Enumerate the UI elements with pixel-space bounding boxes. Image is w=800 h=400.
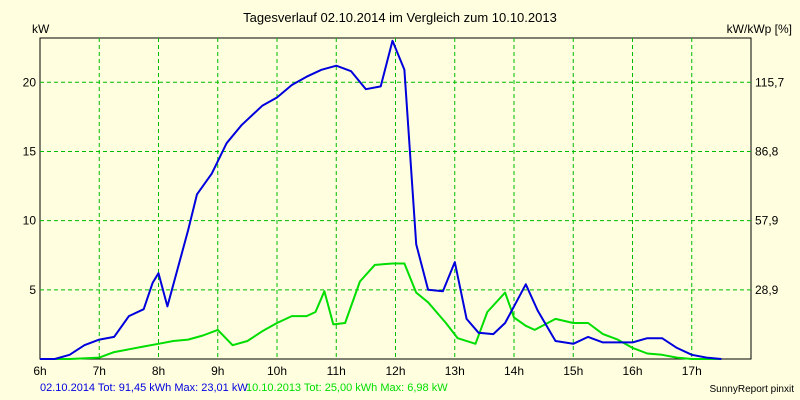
footer-series-2: 10.10.2013 Tot: 25,00 kWh Max: 6,98 kW xyxy=(246,382,448,394)
credit-label: SunnyReport pinxit xyxy=(709,384,795,395)
y-axis-right-label: kW/kWp [%] xyxy=(726,22,792,36)
x-tick-label: 6h xyxy=(33,364,46,378)
y-tick-label-right: 57,9 xyxy=(755,214,779,228)
y-tick-label-right: 28,9 xyxy=(755,283,779,297)
x-tick-label: 12h xyxy=(385,364,405,378)
x-tick-label: 15h xyxy=(563,364,583,378)
x-tick-label: 11h xyxy=(327,364,346,378)
y-tick-label-left: 20 xyxy=(23,75,37,89)
y-tick-label-left: 5 xyxy=(29,283,36,297)
plot-background xyxy=(39,37,752,360)
y-axis-left-label: kW xyxy=(32,22,50,36)
x-tick-label: 7h xyxy=(93,364,106,378)
x-tick-label: 10h xyxy=(267,364,287,378)
series-line-1 xyxy=(40,39,722,360)
chart-title: Tagesverlauf 02.10.2014 im Vergleich zum… xyxy=(243,10,557,25)
x-tick-label: 14h xyxy=(504,364,524,378)
x-tick-label: 17h xyxy=(682,364,702,378)
y-tick-label-left: 10 xyxy=(23,214,37,228)
series-line-2 xyxy=(40,262,722,360)
footer-series-1: 02.10.2014 Tot: 91,45 kWh Max: 23,01 kW xyxy=(40,382,248,394)
grid xyxy=(40,38,751,359)
y-tick-label-right: 86,8 xyxy=(755,144,779,158)
series xyxy=(40,39,722,360)
y-tick-label-right: 115,7 xyxy=(755,75,784,89)
x-tick-label: 13h xyxy=(445,364,465,378)
tick-labels: 6h 7h 8h 9h 10h 11h 12h 13h 14h 15h 16h 17h 5 10 15 20 2… xyxy=(23,75,785,378)
y-tick-label-left: 15 xyxy=(23,144,37,158)
x-tick-label: 9h xyxy=(211,364,224,378)
x-tick-label: 8h xyxy=(152,364,165,378)
x-tick-label: 16h xyxy=(622,364,642,378)
